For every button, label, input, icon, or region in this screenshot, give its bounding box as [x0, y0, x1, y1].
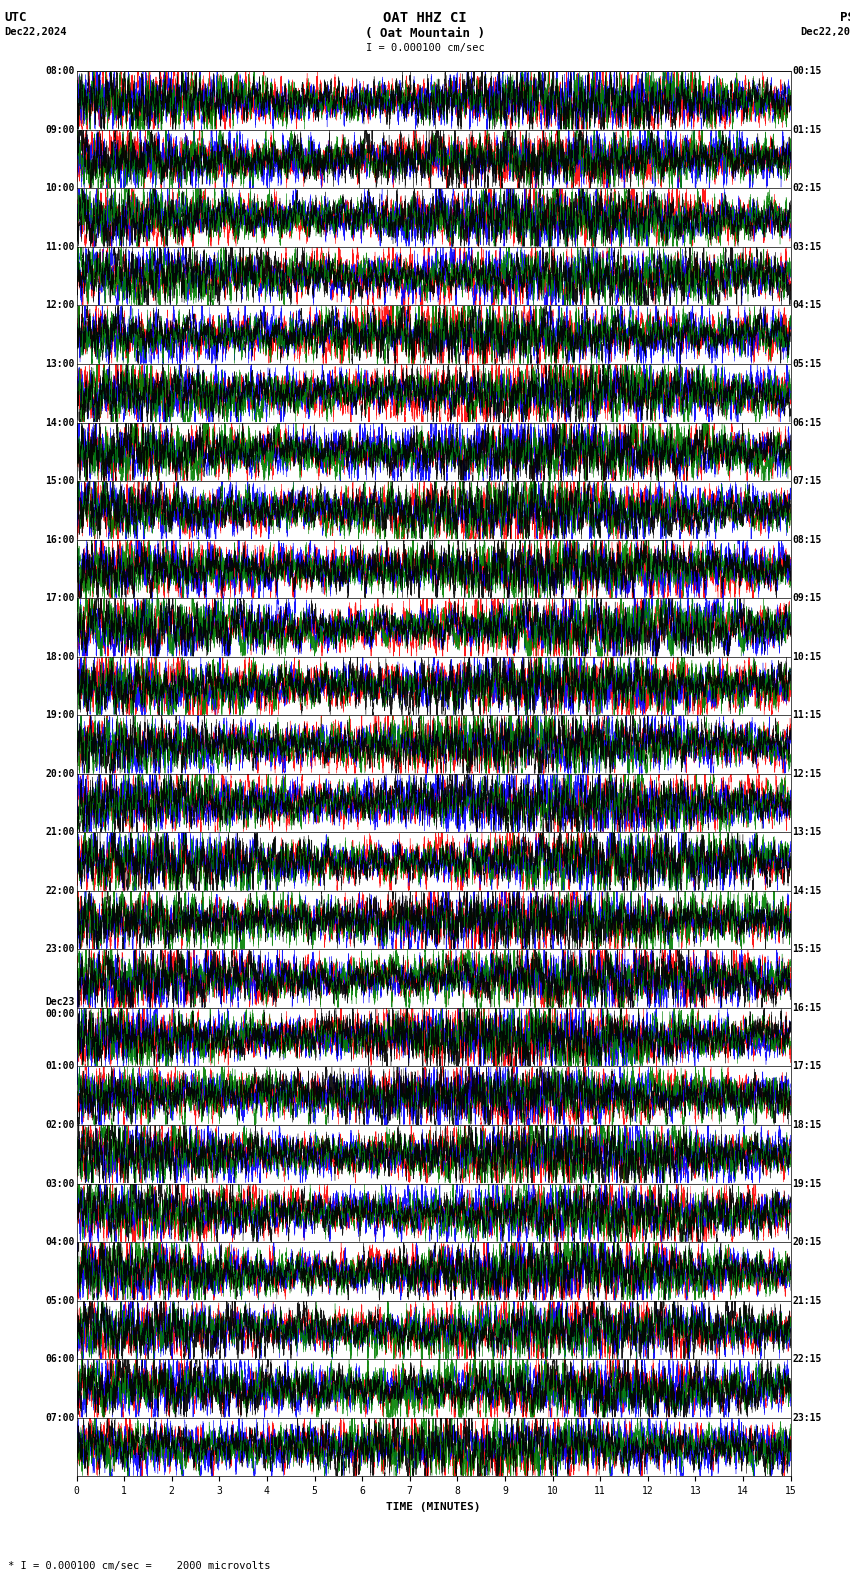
- Text: 04:00: 04:00: [45, 1237, 75, 1247]
- Text: 21:00: 21:00: [45, 827, 75, 838]
- Text: Dec22,2024: Dec22,2024: [800, 27, 850, 36]
- Text: 20:15: 20:15: [792, 1237, 822, 1247]
- Text: 18:15: 18:15: [792, 1120, 822, 1129]
- Text: 12:00: 12:00: [45, 301, 75, 310]
- Text: 13:15: 13:15: [792, 827, 822, 838]
- Text: ( Oat Mountain ): ( Oat Mountain ): [365, 27, 485, 40]
- Text: 00:15: 00:15: [792, 67, 822, 76]
- Text: 22:00: 22:00: [45, 885, 75, 897]
- Text: Dec22,2024: Dec22,2024: [4, 27, 67, 36]
- Text: 22:15: 22:15: [792, 1354, 822, 1364]
- Text: 21:15: 21:15: [792, 1296, 822, 1305]
- Text: 16:15: 16:15: [792, 1003, 822, 1012]
- Text: 19:15: 19:15: [792, 1178, 822, 1188]
- Text: 17:15: 17:15: [792, 1061, 822, 1071]
- Text: 01:15: 01:15: [792, 125, 822, 135]
- Text: 15:15: 15:15: [792, 944, 822, 955]
- Text: 01:00: 01:00: [45, 1061, 75, 1071]
- Text: PST: PST: [841, 11, 850, 24]
- Text: 23:00: 23:00: [45, 944, 75, 955]
- Text: 12:15: 12:15: [792, 768, 822, 779]
- Text: 09:00: 09:00: [45, 125, 75, 135]
- Text: 05:00: 05:00: [45, 1296, 75, 1305]
- Text: Dec23
00:00: Dec23 00:00: [45, 998, 75, 1019]
- Text: 16:00: 16:00: [45, 535, 75, 545]
- Text: 03:00: 03:00: [45, 1178, 75, 1188]
- Text: 11:15: 11:15: [792, 710, 822, 721]
- Text: 18:00: 18:00: [45, 651, 75, 662]
- Text: UTC: UTC: [4, 11, 26, 24]
- Text: 09:15: 09:15: [792, 592, 822, 604]
- Text: 20:00: 20:00: [45, 768, 75, 779]
- Text: 19:00: 19:00: [45, 710, 75, 721]
- Text: 06:00: 06:00: [45, 1354, 75, 1364]
- Text: 06:15: 06:15: [792, 418, 822, 428]
- Text: 07:00: 07:00: [45, 1413, 75, 1422]
- Text: 05:15: 05:15: [792, 360, 822, 369]
- Text: 17:00: 17:00: [45, 592, 75, 604]
- Text: 10:00: 10:00: [45, 184, 75, 193]
- Text: I = 0.000100 cm/sec: I = 0.000100 cm/sec: [366, 43, 484, 52]
- Text: 15:00: 15:00: [45, 477, 75, 486]
- Text: * I = 0.000100 cm/sec =    2000 microvolts: * I = 0.000100 cm/sec = 2000 microvolts: [8, 1562, 271, 1571]
- Text: 04:15: 04:15: [792, 301, 822, 310]
- Text: 14:00: 14:00: [45, 418, 75, 428]
- Text: 10:15: 10:15: [792, 651, 822, 662]
- X-axis label: TIME (MINUTES): TIME (MINUTES): [386, 1502, 481, 1511]
- Text: 13:00: 13:00: [45, 360, 75, 369]
- Text: 08:00: 08:00: [45, 67, 75, 76]
- Text: 14:15: 14:15: [792, 885, 822, 897]
- Text: 02:00: 02:00: [45, 1120, 75, 1129]
- Text: OAT HHZ CI: OAT HHZ CI: [383, 11, 467, 25]
- Text: 07:15: 07:15: [792, 477, 822, 486]
- Text: 02:15: 02:15: [792, 184, 822, 193]
- Text: 11:00: 11:00: [45, 242, 75, 252]
- Text: 03:15: 03:15: [792, 242, 822, 252]
- Text: 23:15: 23:15: [792, 1413, 822, 1422]
- Text: 08:15: 08:15: [792, 535, 822, 545]
